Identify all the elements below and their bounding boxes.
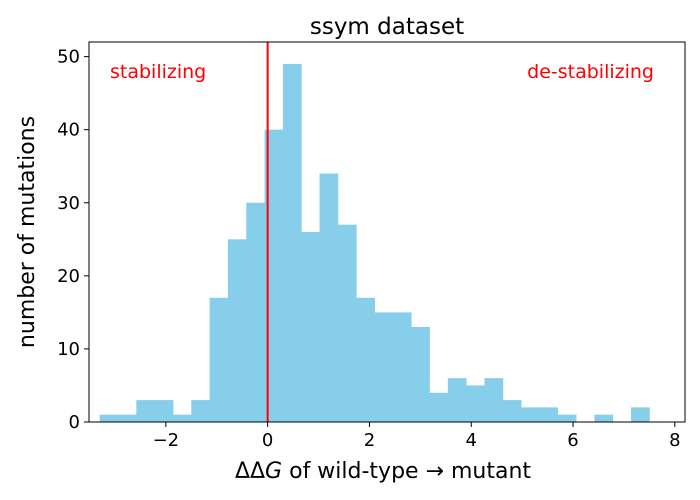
histogram-bar [246, 202, 265, 422]
plot-frame [88, 41, 686, 423]
x-tick-label: −2 [153, 430, 180, 451]
histogram-bar [429, 392, 449, 422]
x-axis-label-rest: of wild-type → mutant [282, 459, 531, 484]
histogram-bar [484, 378, 504, 422]
histogram-bar [521, 407, 540, 422]
histogram-bar [337, 224, 357, 422]
histogram-bar [392, 312, 412, 422]
x-axis-label: ΔΔG of wild-type → mutant [235, 459, 531, 484]
histogram-bar [502, 400, 522, 422]
histogram-bar [466, 385, 485, 422]
histogram-bar [356, 297, 375, 422]
histogram-bar [447, 378, 467, 422]
chart-title: ssym dataset [310, 14, 464, 40]
x-tick-label: 0 [262, 430, 273, 451]
y-tick-label: 40 [57, 120, 80, 141]
histogram-bar [539, 407, 559, 422]
y-tick-label: 0 [69, 412, 80, 433]
y-tick-label: 30 [57, 193, 80, 214]
x-tick-label: 2 [364, 430, 375, 451]
histogram-bar [594, 414, 614, 422]
annotation-destabilizing: de-stabilizing [527, 61, 654, 83]
y-axis-ticks: 0 10 20 30 40 50 [57, 47, 89, 433]
histogram-bar [136, 400, 156, 422]
histogram-bar [411, 327, 430, 422]
x-axis-ticks: −2 0 2 4 6 8 [153, 422, 681, 451]
histogram-bar [118, 414, 137, 422]
histogram-bar [374, 312, 394, 422]
histogram-bar [301, 232, 320, 422]
histogram-bar [209, 297, 229, 422]
y-tick-label: 50 [57, 47, 80, 68]
histogram-bar [227, 239, 247, 422]
histogram-bars [99, 63, 650, 423]
y-tick-label: 20 [57, 266, 80, 287]
annotation-stabilizing: stabilizing [110, 61, 206, 83]
histogram-bar [557, 414, 577, 422]
x-tick-label: 8 [669, 430, 680, 451]
histogram-bar [264, 129, 284, 422]
histogram-bar [154, 400, 174, 422]
histogram-bar [99, 414, 119, 422]
x-axis-label-g: G [265, 459, 282, 484]
y-axis-label: number of mutations [15, 116, 40, 348]
histogram-bar [631, 407, 650, 422]
y-tick-label: 10 [57, 339, 80, 360]
x-axis-label-delta: ΔΔ [235, 459, 265, 484]
x-tick-label: 6 [567, 430, 578, 451]
histogram-bar [191, 400, 211, 422]
histogram-bar [282, 63, 302, 423]
histogram-bar [319, 173, 339, 422]
x-tick-label: 4 [466, 430, 477, 451]
histogram-bar [172, 414, 192, 422]
